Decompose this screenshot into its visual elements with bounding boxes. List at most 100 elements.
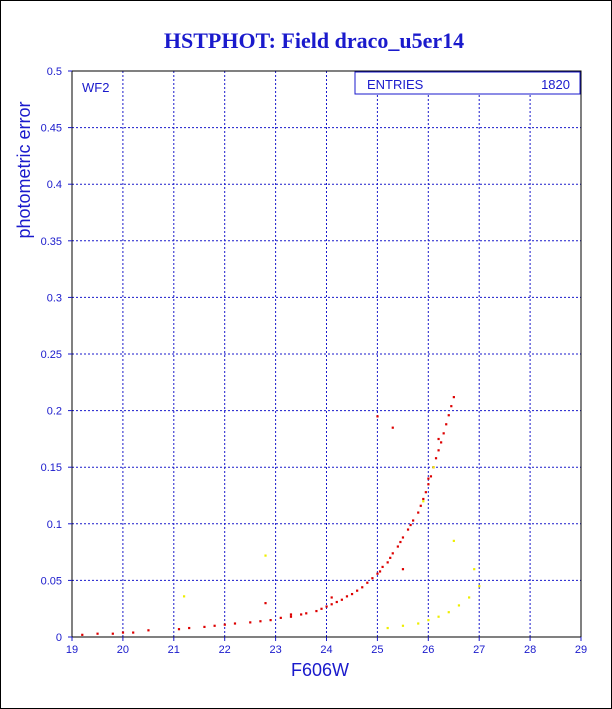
data-point <box>440 441 443 444</box>
data-point <box>417 511 420 514</box>
data-point <box>356 589 359 592</box>
y-tick-label: 0.2 <box>47 406 62 418</box>
y-tick-label: 0.3 <box>47 292 62 304</box>
data-point <box>81 633 84 636</box>
data-point <box>259 620 262 623</box>
data-point <box>445 423 448 426</box>
x-axis-label: F606W <box>291 660 349 680</box>
data-point <box>437 437 440 441</box>
data-point <box>249 621 252 624</box>
y-tick-label: 0.35 <box>41 236 62 248</box>
y-tick-label: 0.45 <box>41 123 62 135</box>
data-point <box>188 626 191 630</box>
data-point <box>427 483 430 486</box>
data-point <box>399 540 402 544</box>
data-point <box>401 624 405 627</box>
data-point <box>223 623 226 626</box>
data-point <box>147 629 150 632</box>
data-point <box>401 568 405 571</box>
data-point <box>427 477 430 480</box>
data-point <box>450 405 453 408</box>
data-point <box>111 632 114 635</box>
y-tick-label: 0.25 <box>41 349 62 361</box>
x-tick-label: 20 <box>117 644 129 656</box>
data-point <box>429 475 433 478</box>
data-point <box>335 600 338 604</box>
data-point <box>417 622 420 625</box>
data-point <box>452 396 455 399</box>
data-point <box>177 628 181 631</box>
data-point <box>386 561 389 564</box>
x-tick-label: 21 <box>168 644 180 656</box>
y-tick-labels: 0 0.05 0.1 0.15 0.2 0.25 0.3 0.35 0.4 0.45 0.5 <box>41 66 72 644</box>
stats-box: ENTRIES 1820 <box>354 71 581 95</box>
data-point <box>447 414 450 417</box>
data-point <box>473 568 476 571</box>
data-point <box>424 491 427 494</box>
x-tick-label: 27 <box>473 644 485 656</box>
data-point <box>279 616 282 619</box>
y-tick-label: 0.5 <box>47 66 62 78</box>
data-point <box>203 625 206 629</box>
x-tick-label: 19 <box>66 644 78 656</box>
data-point <box>264 554 267 557</box>
panel-label: WF2 <box>82 80 109 95</box>
data-point <box>391 552 394 555</box>
y-tick-label: 0.1 <box>47 519 62 531</box>
data-point <box>378 570 382 573</box>
data-point <box>432 466 435 469</box>
y-tick-label: 0.05 <box>41 575 62 587</box>
data-point <box>422 500 425 503</box>
data-point <box>434 457 438 460</box>
data-point <box>427 619 430 622</box>
data-point <box>452 539 455 542</box>
x-tick-labels: 19 20 21 22 23 24 25 26 27 28 29 <box>66 637 587 656</box>
data-point <box>350 592 354 596</box>
stats-label: ENTRIES <box>367 77 424 92</box>
data-point <box>264 602 267 605</box>
data-point <box>233 622 237 625</box>
data-point <box>419 504 422 507</box>
data-point <box>289 615 293 618</box>
y-axis-label: photometric error <box>14 101 34 238</box>
data-point <box>325 605 328 608</box>
data-point <box>406 528 410 531</box>
data-point <box>396 545 399 548</box>
data-point <box>340 598 343 601</box>
x-tick-label: 29 <box>575 644 587 656</box>
data-point <box>305 612 308 615</box>
data-point <box>213 624 216 627</box>
chart-title: HSTPHOT: Field draco_u5er14 <box>164 28 464 53</box>
data-point <box>437 615 440 618</box>
data-point <box>401 536 405 539</box>
data-point <box>389 556 392 559</box>
data-point <box>437 449 440 452</box>
data-point <box>320 607 323 610</box>
y-tick-label: 0 <box>56 632 62 644</box>
data-point <box>300 613 303 616</box>
data-point <box>132 631 135 634</box>
data-point <box>391 426 394 429</box>
data-point <box>366 581 369 584</box>
data-points <box>81 396 481 636</box>
data-point <box>330 603 333 606</box>
data-point <box>289 613 293 616</box>
stats-box-frame <box>354 71 581 95</box>
y-tick-label: 0.4 <box>47 179 62 191</box>
data-point <box>478 585 481 588</box>
data-point <box>376 415 379 418</box>
data-point <box>330 596 333 599</box>
data-point <box>121 631 125 634</box>
data-point <box>96 632 99 635</box>
grid-lines <box>72 71 581 637</box>
data-point <box>361 586 364 589</box>
data-point <box>376 572 379 575</box>
x-tick-label: 26 <box>422 644 434 656</box>
data-point <box>182 595 186 598</box>
y-tick-label: 0.15 <box>41 462 62 474</box>
data-point <box>422 497 425 501</box>
x-tick-label: 28 <box>524 644 536 656</box>
data-point <box>345 595 349 598</box>
data-point <box>386 626 389 630</box>
